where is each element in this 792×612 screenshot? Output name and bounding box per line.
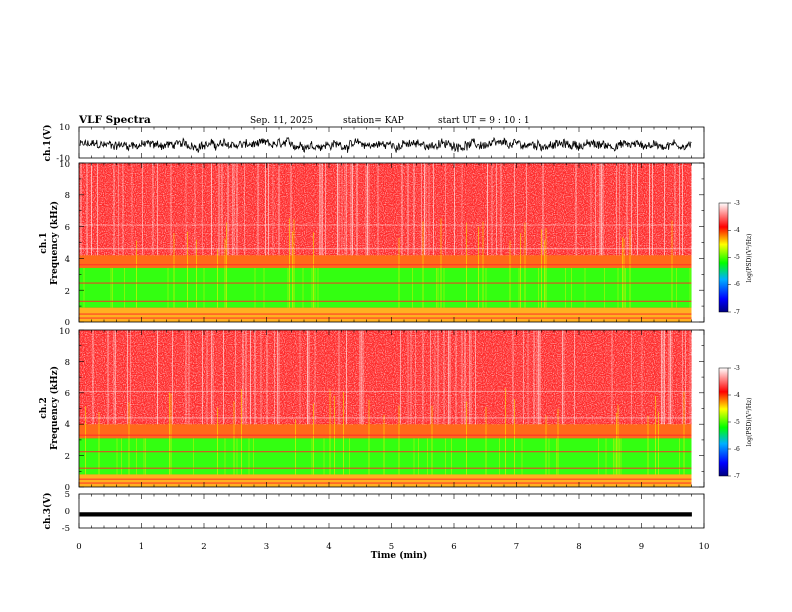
- spec-low-band: [79, 307, 692, 322]
- ch2-spectrogram-image: [79, 330, 692, 487]
- ch2-spec-ytick-4: 4: [65, 420, 70, 430]
- ch2-spectrogram-panel: 0 2 4 6 8 10 ch.2 Frequency (kHz) -3 -4 …: [39, 327, 753, 493]
- ch1-waveform-panel: 10 -10 ch.1(V): [42, 123, 705, 164]
- ch2-spec-ytick-8: 8: [65, 358, 70, 368]
- ch2-spec-ticks: [78, 329, 705, 488]
- ch1-colorbar-ticks: [728, 202, 731, 313]
- ch3-ylabel: ch.3(V): [42, 493, 53, 530]
- ch1-ticks: [78, 127, 705, 158]
- ch2-cb-tick-m4: -4: [734, 392, 740, 399]
- xtick-3: 3: [264, 542, 269, 552]
- ch3-ticks: [78, 494, 705, 528]
- ch1-cb-tick-m7: -7: [734, 309, 740, 316]
- xtick-5: 5: [389, 542, 394, 552]
- ch2-colorbar-label: log(PSD)(V²/Hz): [746, 398, 753, 447]
- ch1-spec-ytick-8: 8: [65, 191, 70, 201]
- ch1-spec-ytick-6: 6: [65, 223, 70, 233]
- xtick-10: 10: [699, 542, 710, 552]
- station-label: station= KAP: [343, 116, 404, 126]
- ch3-trace: [79, 512, 692, 517]
- ch3-ytick-top: 5: [65, 490, 70, 500]
- xtick-0: 0: [76, 542, 81, 552]
- ch2-spec-ytick-0: 0: [65, 483, 70, 493]
- ch1-spec-ytick-10: 10: [59, 160, 70, 170]
- ch3-ytick-mid: 0: [65, 507, 70, 517]
- xtick-4: 4: [326, 542, 331, 552]
- time-axis-label: Time (min): [371, 550, 428, 561]
- ch2-spec-ytick-6: 6: [65, 389, 70, 399]
- xtick-6: 6: [451, 542, 456, 552]
- ch2-cb-tick-m6: -6: [734, 446, 740, 453]
- ch2-cb-tick-m3: -3: [734, 365, 740, 372]
- ch1-spec-ylabel-frequency: Frequency (kHz): [49, 201, 60, 285]
- time-axis: 0 1 2 3 4 5 6 7 8 9 10 Time (min): [76, 542, 709, 561]
- ch1-cb-tick-m3: -3: [734, 200, 740, 207]
- xtick-7: 7: [514, 542, 519, 552]
- ch1-spec-ytick-labels: 0 2 4 6 8 10: [59, 160, 70, 328]
- figure-title: VLF Spectra: [78, 114, 151, 126]
- ch1-cb-tick-m6: -6: [734, 281, 740, 288]
- ch2-spec-ytick-2: 2: [65, 452, 70, 462]
- ch2-spec-ylabel-channel: ch.2: [39, 397, 49, 418]
- start-time-label: start UT = 9 : 10 : 1: [438, 116, 530, 126]
- spec-orange-band: [79, 255, 692, 268]
- xtick-9: 9: [639, 542, 644, 552]
- ch2-spec-ytick-labels: 0 2 4 6 8 10: [59, 327, 70, 493]
- ch1-spectrogram-image: [79, 163, 692, 322]
- date-label: Sep. 11, 2025: [250, 116, 313, 126]
- ch2-spec-ylabel-frequency: Frequency (kHz): [49, 366, 60, 450]
- ch1-spec-ytick-0: 0: [65, 318, 70, 328]
- time-axis-tick-labels: 0 1 2 3 4 5 6 7 8 9 10: [76, 542, 709, 552]
- ch3-waveform-panel: 5 0 -5 ch.3(V): [42, 490, 705, 534]
- ch1-spec-ticks: [78, 162, 705, 323]
- ch2-colorbar-ticks: [728, 367, 731, 477]
- ch1-spec-ytick-2: 2: [65, 287, 70, 297]
- ch1-spectrogram-panel: 0 2 4 6 8 10 ch.1 Frequency (kHz) -3 -4 …: [39, 160, 753, 328]
- ch1-cb-tick-m4: -4: [734, 227, 740, 234]
- ch3-ytick-bottom: -5: [62, 524, 70, 534]
- ch2-colorbar: [718, 367, 729, 477]
- xtick-1: 1: [139, 542, 144, 552]
- ch1-spec-ylabel-channel: ch.1: [39, 232, 49, 253]
- spec-low-band: [79, 474, 692, 487]
- ch1-trace: [79, 136, 692, 153]
- spec-speckle: [79, 330, 692, 425]
- ch2-cb-tick-m7: -7: [734, 473, 740, 480]
- spec-speckle: [79, 163, 692, 256]
- ch3-frame: [78, 493, 705, 529]
- ch2-spec-ytick-10: 10: [59, 327, 70, 337]
- ch1-ylabel: ch.1(V): [42, 125, 53, 162]
- ch2-cb-tick-m5: -5: [734, 419, 740, 426]
- ch1-spec-ytick-4: 4: [65, 255, 70, 265]
- xtick-8: 8: [576, 542, 581, 552]
- ch1-ytick-bottom: -10: [56, 154, 70, 164]
- ch1-colorbar-label: log(PSD)(V²/Hz): [746, 234, 753, 283]
- xtick-2: 2: [201, 542, 206, 552]
- ch1-colorbar: [718, 202, 729, 313]
- ch1-cb-tick-m5: -5: [734, 254, 740, 261]
- ch1-ytick-top: 10: [59, 123, 70, 133]
